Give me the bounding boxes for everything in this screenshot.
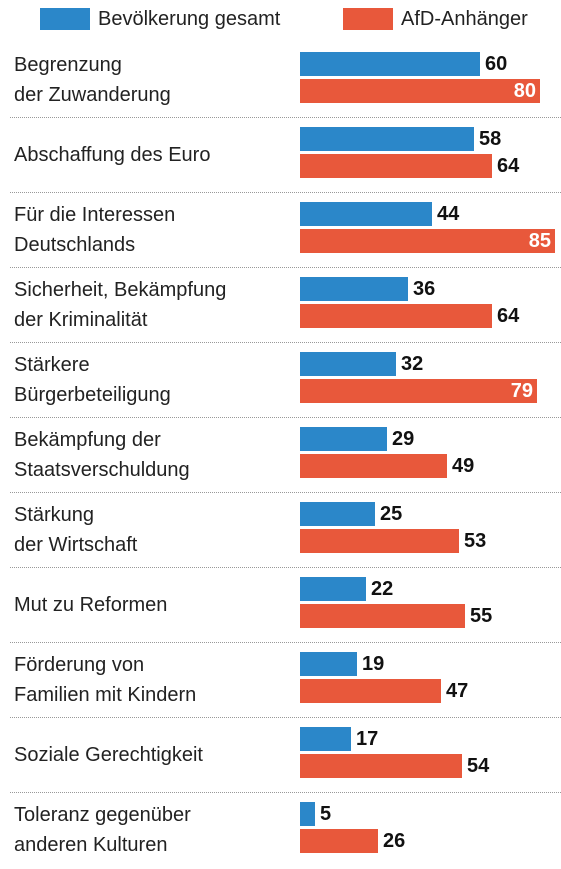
row-separator <box>10 717 561 718</box>
value-label: 29 <box>392 428 415 450</box>
value-label: 44 <box>437 203 460 225</box>
value-label: 53 <box>464 530 487 552</box>
value-label: 22 <box>371 578 394 600</box>
bar <box>300 679 441 703</box>
bar <box>300 502 375 526</box>
category-label: Soziale Gerechtigkeit <box>14 743 203 766</box>
legend-swatch <box>40 8 90 30</box>
category-label: Bekämpfung der Staatsverschuldung <box>14 428 190 481</box>
row-separator <box>10 342 561 343</box>
category-label: Für die Interessen Deutschlands <box>14 203 176 256</box>
value-label: 5 <box>320 803 332 825</box>
bar <box>300 652 357 676</box>
value-label: 47 <box>446 680 469 702</box>
bar <box>300 529 459 553</box>
bar <box>300 154 492 178</box>
row-separator <box>10 417 561 418</box>
bar <box>300 229 555 253</box>
category-label: Begrenzung der Zuwanderung <box>14 53 171 106</box>
category-label: Sicherheit, Bekämpfung der Kriminalität <box>14 278 227 331</box>
bar <box>300 52 480 76</box>
row-separator <box>10 117 561 118</box>
value-label: 26 <box>383 830 406 852</box>
value-label: 17 <box>356 728 379 750</box>
value-label: 80 <box>513 80 536 102</box>
value-label: 55 <box>470 605 493 627</box>
value-label: 79 <box>510 380 533 402</box>
bar <box>300 304 492 328</box>
bar <box>300 127 474 151</box>
value-label: 36 <box>413 278 436 300</box>
value-label: 58 <box>479 128 502 150</box>
bar <box>300 277 408 301</box>
row-separator <box>10 642 561 643</box>
bar <box>300 202 432 226</box>
legend-swatch <box>343 8 393 30</box>
row-separator <box>10 567 561 568</box>
value-label: 19 <box>362 653 385 675</box>
row-separator <box>10 192 561 193</box>
value-label: 85 <box>528 230 551 252</box>
bar <box>300 352 396 376</box>
bar <box>300 79 540 103</box>
value-label: 60 <box>485 53 508 75</box>
category-label: Mut zu Reformen <box>14 593 168 616</box>
row-separator <box>10 492 561 493</box>
category-label: Toleranz gegenüber anderen Kulturen <box>14 803 191 856</box>
value-label: 32 <box>401 353 424 375</box>
value-label: 25 <box>380 503 403 525</box>
category-label: Stärkere Bürgerbeteiligung <box>14 353 171 406</box>
category-label: Förderung von Familien mit Kindern <box>14 653 197 706</box>
category-label: Stärkung der Wirtschaft <box>14 503 138 556</box>
value-label: 64 <box>497 155 520 177</box>
row-separator <box>10 267 561 268</box>
value-label: 49 <box>452 455 475 477</box>
row-separator <box>10 792 561 793</box>
bar <box>300 379 537 403</box>
bar <box>300 604 465 628</box>
value-label: 54 <box>467 755 490 777</box>
bar <box>300 829 378 853</box>
bar <box>300 727 351 751</box>
bar <box>300 427 387 451</box>
value-label: 64 <box>497 305 520 327</box>
bar <box>300 754 462 778</box>
bar <box>300 454 447 478</box>
category-label: Abschaffung des Euro <box>14 143 211 166</box>
bar <box>300 577 366 601</box>
legend-label: AfD-Anhänger <box>401 8 528 30</box>
legend-label: Bevölkerung gesamt <box>98 8 281 30</box>
bar <box>300 802 315 826</box>
